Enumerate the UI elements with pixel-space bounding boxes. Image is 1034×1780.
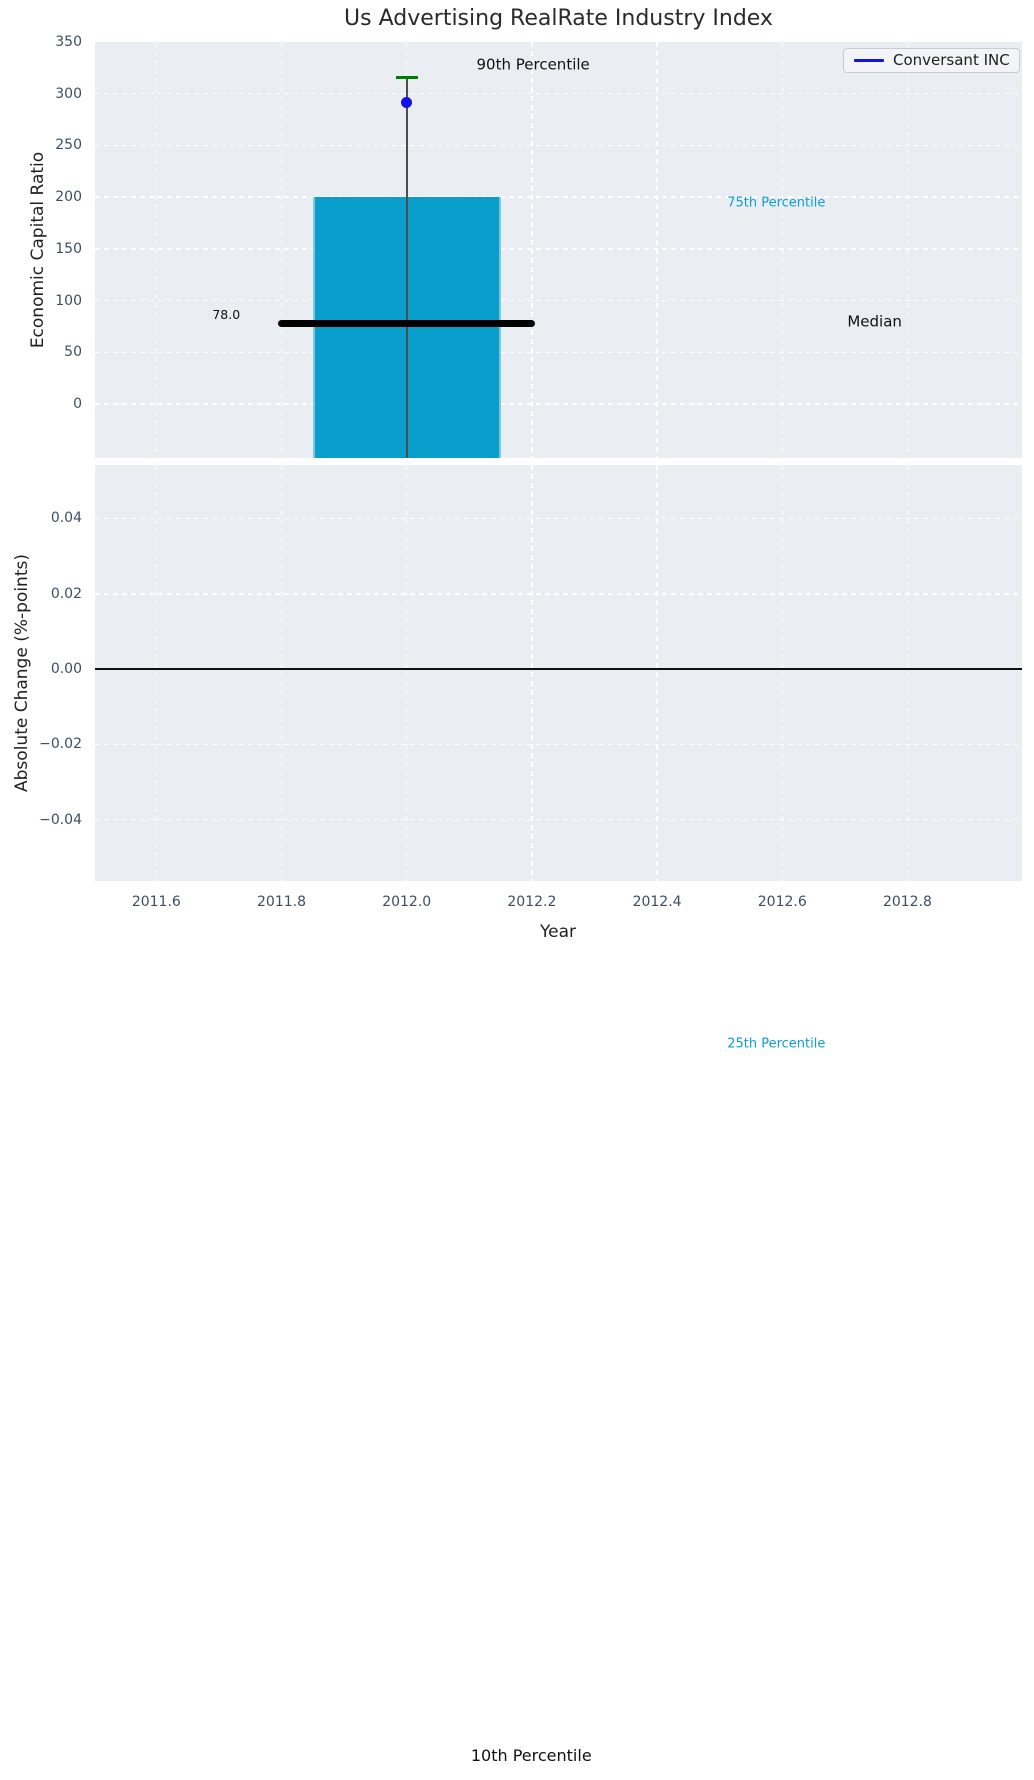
gridline-y <box>95 92 1022 95</box>
y-tick-label: 300 <box>55 85 82 102</box>
y-tick-label: 100 <box>55 292 82 309</box>
gridline-x <box>405 465 408 881</box>
zero-line <box>95 668 1022 670</box>
gridline-y <box>95 517 1022 520</box>
gridline-x <box>531 465 533 881</box>
company-marker-dot <box>401 96 413 108</box>
gridline-y <box>95 248 1022 250</box>
gridline-y <box>95 818 1022 821</box>
y-tick-label: 350 <box>55 34 82 50</box>
gridline-x <box>656 465 658 881</box>
chart-title: Us Advertising RealRate Industry Index <box>344 6 773 31</box>
annotation-25th-percentile: 25th Percentile <box>727 1036 826 1052</box>
y-tick-label: 250 <box>55 137 82 154</box>
gridline-y <box>95 593 1022 595</box>
x-tick-label: 2012.0 <box>382 894 432 910</box>
y-tick-label: −0.02 <box>39 736 82 753</box>
x-axis-label: Year <box>540 922 576 942</box>
legend-label: Conversant INC <box>893 51 1010 69</box>
gridline-x <box>531 42 533 458</box>
y-tick-label: 0 <box>73 396 82 413</box>
bottom-axes-plot-area <box>95 465 1022 881</box>
gridline-y <box>95 743 1022 746</box>
y-tick-label: −0.04 <box>39 811 82 828</box>
gridline-x <box>155 465 158 881</box>
gridline-x <box>280 42 283 458</box>
annotation-median: Median <box>847 312 902 331</box>
x-tick-label: 2012.4 <box>632 894 682 910</box>
y-tick-label: 0.04 <box>50 510 82 527</box>
annotation-median-value: 78.0 <box>212 306 241 322</box>
gridline-x <box>781 42 784 458</box>
y-tick-label: 50 <box>64 344 82 361</box>
whisker-line <box>405 77 408 458</box>
x-tick-label: 2011.6 <box>131 894 181 910</box>
annotation-10th-percentile: 10th Percentile <box>470 1746 592 1766</box>
y-tick-label: 200 <box>55 189 82 206</box>
x-tick-label: 2012.6 <box>757 894 807 910</box>
gridline-y <box>95 403 1022 405</box>
legend-line-sample <box>854 59 884 62</box>
y-tick-label: 0.00 <box>50 661 82 678</box>
gridline-x <box>280 465 283 881</box>
y-tick-label: 150 <box>55 240 82 257</box>
gridline-y <box>95 351 1022 354</box>
x-tick-label: 2012.2 <box>507 894 557 910</box>
y-tick-label: 0.02 <box>50 585 82 602</box>
annotation-90th-percentile: 90th Percentile <box>476 55 590 74</box>
x-tick-label: 2011.8 <box>257 894 307 910</box>
annotation-75th-percentile: 75th Percentile <box>727 195 826 211</box>
median-line <box>278 319 536 327</box>
gridline-x <box>656 42 658 458</box>
gridline-y <box>95 144 1022 147</box>
gridline-x <box>155 42 158 458</box>
x-tick-label: 2012.8 <box>882 894 932 910</box>
top-axes-plot-area <box>95 42 1022 458</box>
gridline-x <box>906 465 909 881</box>
gridline-y <box>95 299 1022 302</box>
legend: Conversant INC <box>843 48 1020 73</box>
gridline-x <box>906 42 909 458</box>
p90-cap <box>395 75 418 79</box>
gridline-y <box>95 196 1022 198</box>
gridline-x <box>781 465 784 881</box>
